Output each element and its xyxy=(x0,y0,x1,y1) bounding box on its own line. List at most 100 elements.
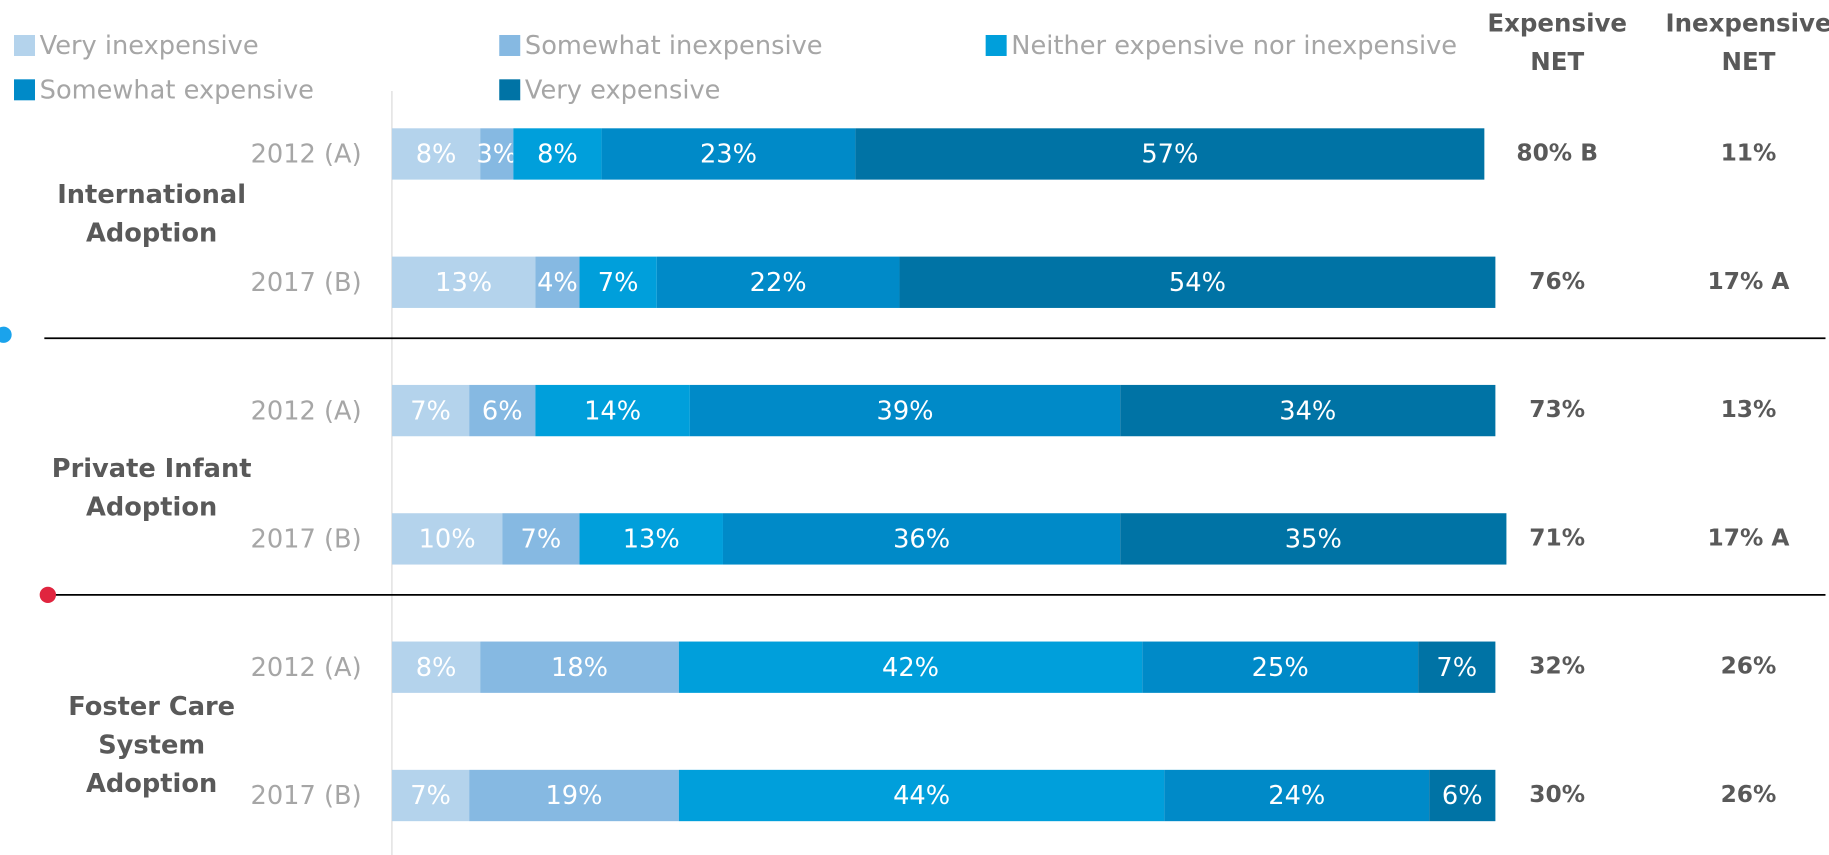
value-label: 8% xyxy=(416,653,457,683)
bar-segment xyxy=(1142,641,1419,693)
bar-segment xyxy=(480,641,679,693)
category-label: 2017 (B) xyxy=(251,781,362,811)
bar-segment xyxy=(535,256,580,308)
bar-segment xyxy=(391,256,536,308)
value-label: 8% xyxy=(537,140,578,170)
bar-segment xyxy=(391,128,481,180)
net-value: 32% xyxy=(1529,653,1585,680)
bar-segment xyxy=(391,513,503,565)
net-value: 17% A xyxy=(1708,268,1790,295)
value-label: 54% xyxy=(1169,268,1226,298)
bar-segment xyxy=(1164,769,1430,822)
bar-segment xyxy=(601,128,856,180)
bar-segment xyxy=(855,128,1485,180)
bar-segment xyxy=(391,641,481,693)
value-label: 14% xyxy=(584,396,641,426)
bar-segment xyxy=(1429,769,1496,822)
value-label: 7% xyxy=(521,525,562,555)
bar-segment xyxy=(678,769,1165,822)
bar-segment xyxy=(469,769,679,822)
value-label: 10% xyxy=(419,525,476,555)
legend-swatch xyxy=(985,34,1007,56)
net-header: Expensive NET xyxy=(1487,9,1628,76)
bar-segment xyxy=(502,513,580,565)
value-label: 23% xyxy=(700,140,757,170)
value-label: 39% xyxy=(877,396,934,426)
legend-swatch xyxy=(499,34,521,56)
value-label: 7% xyxy=(410,396,451,426)
net-value: 80% B xyxy=(1516,139,1598,166)
legend-label: Somewhat inexpensive xyxy=(525,31,823,61)
bar-segment xyxy=(899,256,1496,308)
bar-segment xyxy=(1120,384,1496,437)
net-value: 30% xyxy=(1529,781,1585,808)
value-label: 44% xyxy=(893,781,950,811)
bar-segment xyxy=(678,641,1143,693)
legend-swatch xyxy=(14,79,36,101)
value-label: 22% xyxy=(750,268,807,298)
value-label: 8% xyxy=(416,140,457,170)
category-label: 2012 (A) xyxy=(251,396,362,426)
net-value: 13% xyxy=(1721,396,1777,423)
value-label: 6% xyxy=(482,396,523,426)
bar-segment xyxy=(391,384,470,437)
bar-segment xyxy=(1418,641,1496,693)
net-value: 17% A xyxy=(1708,524,1790,551)
bar-segment xyxy=(535,384,690,437)
legend-label: Neither expensive nor inexpensive xyxy=(1011,31,1457,61)
net-header-box: Expensive NET xyxy=(1487,9,1628,76)
category-label: 2017 (B) xyxy=(251,525,362,555)
bar-segment xyxy=(722,513,1121,565)
bar-segment xyxy=(469,384,536,437)
value-label: 7% xyxy=(1436,653,1477,683)
bar-segment xyxy=(1120,513,1507,565)
net-header: Inexpensive NET xyxy=(1665,9,1829,76)
net-value: 73% xyxy=(1529,396,1585,423)
value-label: 19% xyxy=(545,781,602,811)
value-label: 34% xyxy=(1279,396,1336,426)
value-label: 25% xyxy=(1252,653,1309,683)
value-label: 4% xyxy=(537,268,578,298)
value-label: 7% xyxy=(410,781,451,811)
decoration xyxy=(0,326,12,343)
group-label-box: Private Infant Adoption xyxy=(52,455,252,523)
legend-label: Somewhat expensive xyxy=(40,75,314,105)
net-header-box: Inexpensive NET xyxy=(1665,9,1829,76)
bar-segment xyxy=(579,513,723,565)
bar-segment xyxy=(480,128,514,180)
value-label: 18% xyxy=(551,653,608,683)
category-label: 2017 (B) xyxy=(251,268,362,298)
bar-segment xyxy=(513,128,602,180)
net-value: 11% xyxy=(1721,139,1777,166)
group-label: International Adoption xyxy=(57,180,247,249)
bar-segment xyxy=(391,769,470,822)
value-label: 42% xyxy=(882,653,939,683)
legend-swatch xyxy=(14,34,36,56)
legend-label: Very inexpensive xyxy=(40,31,259,61)
value-label: 6% xyxy=(1442,781,1483,811)
group-label-box: International Adoption xyxy=(57,180,247,249)
net-value: 76% xyxy=(1529,268,1585,295)
value-label: 13% xyxy=(623,525,680,555)
value-label: 13% xyxy=(435,268,492,298)
net-value: 26% xyxy=(1721,653,1777,680)
value-label: 35% xyxy=(1285,525,1342,555)
bar-segment xyxy=(579,256,657,308)
legend-label: Very expensive xyxy=(525,75,721,105)
net-value: 26% xyxy=(1721,781,1777,808)
bar-segment xyxy=(656,256,900,308)
group-label: Foster Care System Adoption xyxy=(68,692,236,799)
bar-segment xyxy=(689,384,1121,437)
legend-swatch xyxy=(499,79,521,101)
value-label: 7% xyxy=(598,268,639,298)
decoration xyxy=(39,586,57,604)
category-label: 2012 (A) xyxy=(251,140,362,170)
value-label: 36% xyxy=(893,525,950,555)
category-label: 2012 (A) xyxy=(251,653,362,683)
value-label: 57% xyxy=(1141,140,1198,170)
value-label: 3% xyxy=(476,140,517,170)
value-label: 24% xyxy=(1268,781,1325,811)
net-value: 71% xyxy=(1529,524,1585,551)
